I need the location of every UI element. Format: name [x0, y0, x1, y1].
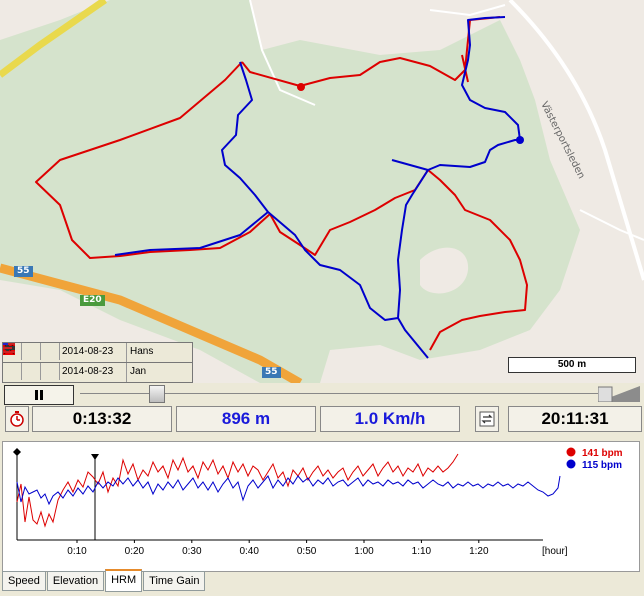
x-tick-label: 1:00: [354, 546, 374, 557]
clock-time: 20:11:31: [508, 406, 642, 432]
forest-clearing: [420, 247, 469, 294]
map-scale-bar: 500 m: [508, 357, 636, 373]
chart-tabs: Speed Elevation HRM Time Gain: [2, 569, 206, 592]
x-tick-label: 1:10: [412, 546, 432, 557]
follow-icon[interactable]: [3, 343, 41, 360]
track-date: 2014-08-23: [60, 363, 127, 382]
start-marker: [13, 448, 21, 456]
jan-position-marker: [516, 136, 524, 144]
info-bar: 0:13:32 896 m 1.0 Km/h 20:11:31: [0, 405, 644, 433]
hrm-chart[interactable]: 0:10 0:20 0:30 0:40 0:50 1:00 1:10 1:20 141 bpm…: [2, 441, 640, 572]
tab-speed[interactable]: Speed: [2, 571, 46, 591]
distance-value: 896 m: [176, 406, 316, 432]
forest-area: [0, 0, 580, 383]
road-label-55: 55: [262, 367, 281, 378]
series-line-141-bpm: [16, 453, 459, 528]
visibility-icon[interactable]: [3, 343, 22, 380]
road-vasterportsleden: [508, 0, 644, 281]
tab-elevation[interactable]: Elevation: [46, 571, 105, 591]
timeline-thumb[interactable]: [149, 385, 165, 403]
track-list: 2014-08-23 Hans 2014-08-23 Jan: [2, 342, 193, 383]
legend-label-141-bpm: 141 bpm: [582, 448, 623, 459]
x-axis-unit: [hour]: [542, 546, 568, 557]
x-tick-label: 0:50: [297, 546, 317, 557]
map-canvas: [0, 0, 644, 383]
hans-position-marker: [297, 83, 305, 91]
playback-bar: [0, 383, 644, 405]
track-options-icon[interactable]: [3, 343, 60, 380]
legend-label-115-bpm: 115 bpm: [582, 460, 622, 471]
x-tick-label: 1:20: [469, 546, 489, 557]
track-row-hans[interactable]: 2014-08-23 Hans: [2, 342, 193, 363]
pause-icon: [35, 390, 38, 400]
track-name: Jan: [130, 366, 147, 377]
local-road: [579, 209, 644, 241]
tab-hrm[interactable]: HRM: [105, 569, 143, 592]
road-label-55: 55: [14, 266, 33, 277]
x-tick-label: 0:30: [182, 546, 202, 557]
local-road: [249, 0, 316, 106]
track-options-icon[interactable]: [3, 343, 60, 360]
series-line-115-bpm: [16, 475, 561, 506]
x-tick-label: 0:40: [239, 546, 259, 557]
x-tick-label: 0:20: [125, 546, 145, 557]
x-tick-label: 0:10: [67, 546, 87, 557]
timeline-track[interactable]: [80, 393, 600, 394]
pause-button[interactable]: [4, 385, 74, 405]
timer-button[interactable]: [5, 406, 29, 432]
road-label-e20: E20: [80, 295, 105, 306]
track-name: Hans: [130, 346, 154, 357]
follow-icon[interactable]: [3, 343, 41, 380]
track-date: 2014-08-23: [60, 343, 127, 362]
local-road: [429, 4, 506, 17]
clock-toggle-button[interactable]: [475, 406, 499, 432]
speed-slider[interactable]: [598, 386, 640, 402]
stopwatch-icon: [10, 411, 24, 427]
swap-icon: [479, 411, 495, 427]
legend-dot-115-bpm: [566, 459, 576, 469]
legend-dot-141-bpm: [566, 447, 576, 457]
cursor-marker: [91, 454, 99, 460]
chart-canvas: 0:10 0:20 0:30 0:40 0:50 1:00 1:10 1:20 141 bpm…: [13, 447, 623, 557]
map-view[interactable]: 55 E20 55 Västerportsleden 500 m 2014-08…: [0, 0, 644, 383]
elapsed-time: 0:13:32: [32, 406, 172, 432]
speed-value: 1.0 Km/h: [320, 406, 460, 432]
track-row-jan[interactable]: 2014-08-23 Jan: [2, 343, 193, 383]
highway-yellow: [0, 0, 107, 78]
track-jan: [114, 16, 521, 359]
tab-time-gain[interactable]: Time Gain: [143, 571, 206, 591]
